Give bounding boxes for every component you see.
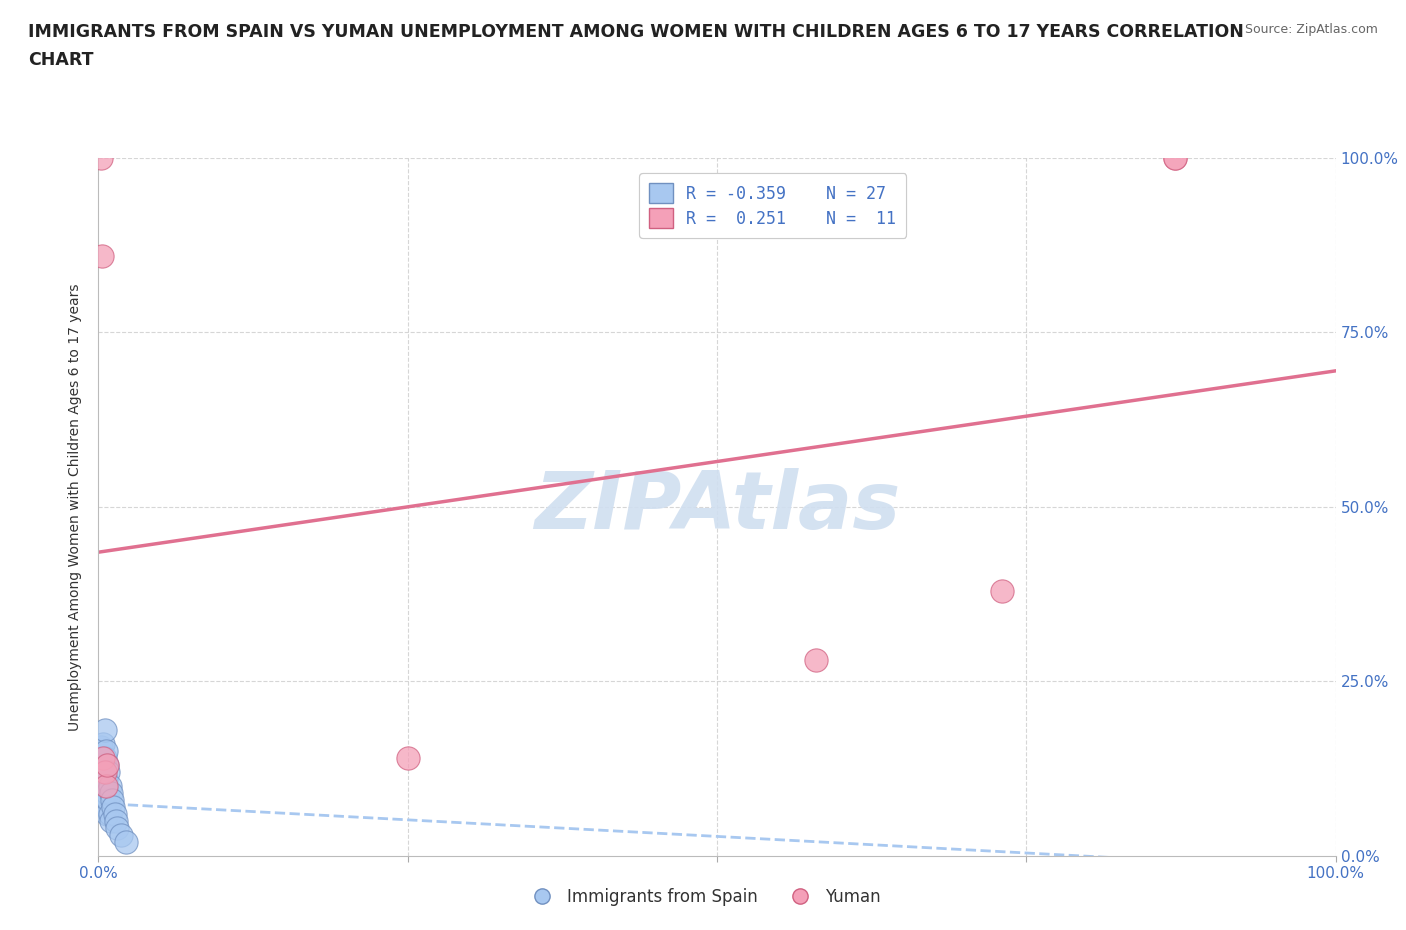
- Legend: R = -0.359    N = 27, R =  0.251    N =  11: R = -0.359 N = 27, R = 0.251 N = 11: [640, 173, 905, 238]
- Point: [91, 757, 114, 772]
- Point: [103, 806, 125, 821]
- Point: [114, 834, 136, 849]
- Point: [990, 583, 1012, 598]
- Point: [396, 751, 419, 765]
- Point: [93, 785, 115, 800]
- Point: [103, 800, 125, 815]
- Point: [100, 785, 122, 800]
- Point: [91, 248, 114, 263]
- Point: [96, 757, 118, 772]
- Text: Source: ZipAtlas.com: Source: ZipAtlas.com: [1244, 23, 1378, 36]
- Point: [90, 151, 112, 166]
- Point: [96, 785, 118, 800]
- Point: [94, 772, 117, 787]
- Point: [93, 764, 115, 779]
- Text: ZIPAtlas: ZIPAtlas: [534, 468, 900, 546]
- Y-axis label: Unemployment Among Women with Children Ages 6 to 17 years: Unemployment Among Women with Children A…: [69, 283, 83, 731]
- Point: [97, 764, 120, 779]
- Point: [98, 778, 121, 793]
- Point: [100, 813, 122, 829]
- Point: [101, 792, 124, 807]
- Point: [94, 744, 117, 759]
- Point: [90, 740, 112, 755]
- Point: [110, 828, 132, 843]
- Point: [105, 820, 128, 835]
- Point: [1164, 151, 1187, 166]
- Point: [93, 737, 115, 751]
- Point: [93, 751, 115, 765]
- Point: [91, 778, 114, 793]
- Point: [96, 757, 118, 772]
- Point: [98, 806, 121, 821]
- Point: [93, 723, 115, 737]
- Text: IMMIGRANTS FROM SPAIN VS YUMAN UNEMPLOYMENT AMONG WOMEN WITH CHILDREN AGES 6 TO : IMMIGRANTS FROM SPAIN VS YUMAN UNEMPLOYM…: [28, 23, 1244, 41]
- Point: [94, 800, 117, 815]
- Point: [94, 778, 117, 793]
- Point: [104, 813, 127, 829]
- Point: [96, 806, 118, 821]
- Point: [93, 751, 115, 765]
- Legend: Immigrants from Spain, Yuman: Immigrants from Spain, Yuman: [519, 881, 887, 912]
- Point: [1164, 151, 1187, 166]
- Point: [93, 764, 115, 779]
- Point: [97, 792, 120, 807]
- Point: [804, 653, 827, 668]
- Text: CHART: CHART: [28, 51, 94, 69]
